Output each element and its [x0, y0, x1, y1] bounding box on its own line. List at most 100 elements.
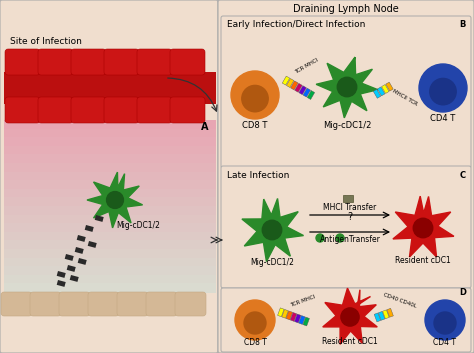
FancyBboxPatch shape	[38, 49, 73, 75]
Bar	[382, 84, 389, 94]
Bar	[299, 316, 305, 324]
Bar	[291, 81, 298, 90]
Bar	[4, 249, 216, 259]
Text: Draining Lymph Node: Draining Lymph Node	[293, 4, 399, 14]
Bar	[4, 146, 216, 155]
FancyBboxPatch shape	[175, 292, 206, 316]
Bar	[77, 235, 86, 242]
Text: MHCII TCR: MHCII TCR	[392, 89, 419, 107]
Text: D: D	[459, 288, 466, 297]
Circle shape	[336, 234, 344, 242]
FancyBboxPatch shape	[5, 49, 40, 75]
Polygon shape	[242, 198, 303, 262]
Circle shape	[316, 234, 324, 242]
FancyBboxPatch shape	[221, 288, 471, 352]
Circle shape	[242, 85, 268, 112]
FancyBboxPatch shape	[30, 292, 61, 316]
Text: Late Infection: Late Infection	[227, 171, 289, 180]
Bar	[4, 180, 216, 190]
Bar	[4, 172, 216, 181]
Text: B: B	[460, 20, 466, 29]
Bar	[4, 258, 216, 267]
Circle shape	[419, 64, 467, 112]
Text: CD4 T: CD4 T	[430, 114, 456, 123]
Polygon shape	[393, 196, 454, 257]
Bar	[88, 241, 97, 248]
Polygon shape	[87, 172, 143, 228]
Circle shape	[413, 218, 433, 238]
FancyBboxPatch shape	[0, 0, 218, 353]
FancyBboxPatch shape	[5, 97, 40, 123]
Bar	[75, 247, 84, 254]
Bar	[4, 206, 216, 216]
Bar	[286, 78, 294, 88]
Bar	[386, 82, 393, 91]
Text: Resident cDC1: Resident cDC1	[322, 337, 378, 346]
Bar	[374, 89, 381, 98]
Bar	[4, 120, 216, 130]
Circle shape	[425, 300, 465, 340]
Bar	[278, 308, 284, 317]
FancyBboxPatch shape	[104, 49, 139, 75]
Bar	[78, 258, 87, 265]
Bar	[4, 275, 216, 285]
Bar	[4, 197, 216, 207]
Text: MHCI Transfer: MHCI Transfer	[323, 203, 377, 212]
Text: CD8 T: CD8 T	[242, 121, 268, 130]
Circle shape	[430, 78, 456, 105]
Bar	[70, 275, 79, 282]
Bar	[282, 309, 288, 318]
Circle shape	[107, 192, 123, 209]
Bar	[4, 72, 216, 104]
Bar	[4, 232, 216, 241]
Bar	[303, 88, 310, 97]
Polygon shape	[316, 57, 378, 118]
Bar	[286, 311, 292, 320]
Circle shape	[262, 220, 282, 240]
FancyBboxPatch shape	[104, 97, 139, 123]
Bar	[95, 215, 104, 222]
FancyBboxPatch shape	[146, 292, 177, 316]
Text: Resident cDC1: Resident cDC1	[395, 256, 451, 265]
Bar	[4, 240, 216, 250]
Text: TCR MHCI: TCR MHCI	[294, 58, 319, 75]
Text: CD8 T: CD8 T	[244, 338, 266, 347]
Bar	[307, 90, 315, 100]
Circle shape	[231, 71, 279, 119]
Bar	[383, 310, 389, 319]
FancyBboxPatch shape	[221, 166, 471, 288]
Bar	[67, 265, 76, 272]
Bar	[4, 283, 216, 293]
Circle shape	[341, 308, 359, 326]
FancyBboxPatch shape	[71, 49, 106, 75]
Bar	[65, 254, 74, 261]
FancyBboxPatch shape	[221, 16, 471, 168]
Bar	[290, 312, 297, 321]
Circle shape	[337, 77, 357, 97]
Circle shape	[235, 300, 275, 340]
Text: CD40 CD40L: CD40 CD40L	[383, 292, 417, 309]
FancyBboxPatch shape	[117, 292, 148, 316]
Bar	[378, 311, 385, 320]
Bar	[4, 189, 216, 198]
Bar	[374, 313, 381, 322]
FancyBboxPatch shape	[71, 97, 106, 123]
Bar	[299, 86, 306, 95]
Bar	[4, 266, 216, 276]
FancyBboxPatch shape	[88, 292, 119, 316]
FancyBboxPatch shape	[218, 0, 474, 353]
Text: ?: ?	[347, 212, 353, 222]
Text: TCR MHCI: TCR MHCI	[290, 294, 316, 308]
Bar	[4, 223, 216, 233]
Bar	[377, 87, 385, 96]
FancyBboxPatch shape	[170, 97, 205, 123]
Circle shape	[244, 312, 266, 334]
FancyBboxPatch shape	[38, 97, 73, 123]
FancyBboxPatch shape	[170, 49, 205, 75]
FancyBboxPatch shape	[59, 292, 90, 316]
Text: A: A	[201, 122, 208, 132]
Bar	[4, 137, 216, 147]
Bar	[85, 225, 94, 232]
FancyBboxPatch shape	[137, 97, 172, 123]
Circle shape	[434, 312, 456, 334]
